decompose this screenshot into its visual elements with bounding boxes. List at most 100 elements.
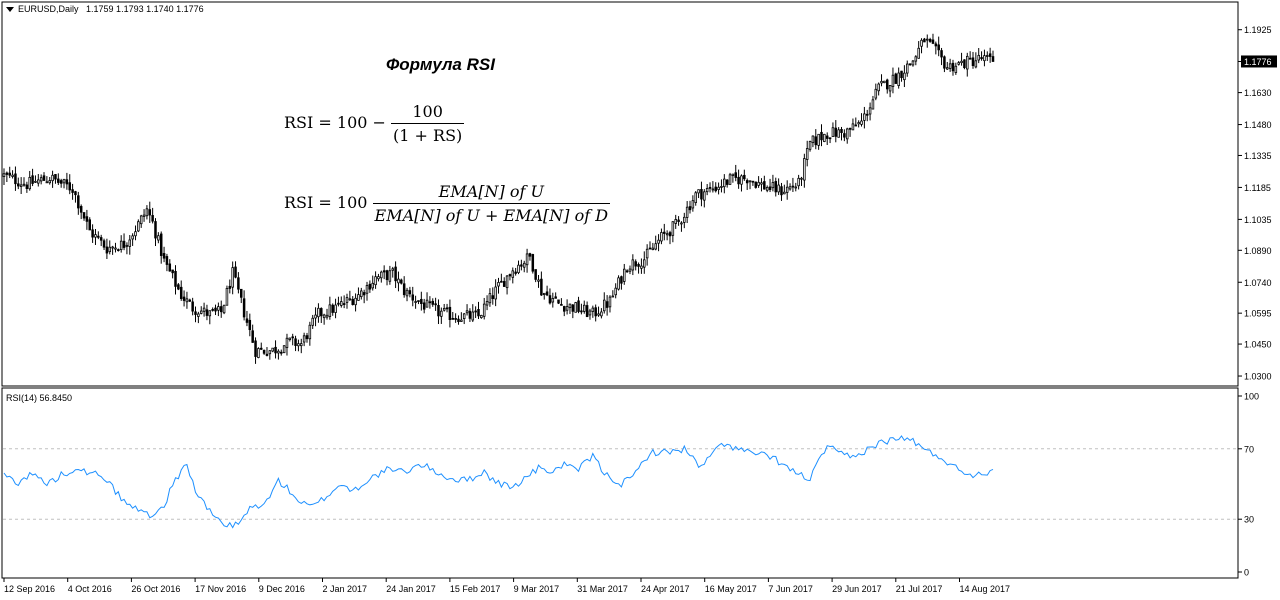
candle-body-down	[182, 296, 186, 301]
current-price-tag	[1241, 55, 1277, 68]
candle-body-up	[740, 175, 743, 185]
candle	[137, 219, 140, 233]
candle-body-up	[302, 335, 306, 343]
candle	[845, 127, 849, 144]
candle-body-up	[494, 286, 497, 300]
candle-body-up	[643, 259, 646, 268]
candle-body-up	[380, 271, 383, 279]
candle	[960, 52, 963, 66]
candle	[943, 55, 946, 73]
candle-body-down	[562, 306, 566, 312]
candle	[451, 312, 455, 320]
candle-body-down	[394, 266, 397, 282]
price-panel-border	[1, 1, 1239, 387]
candle-body-up	[471, 311, 475, 321]
candle	[923, 37, 926, 43]
candle	[188, 298, 192, 302]
candle-body-up	[202, 307, 206, 312]
candle-body-up	[308, 324, 312, 340]
candle-body-down	[57, 178, 60, 183]
candle-body-down	[362, 292, 366, 296]
candle-body-up	[37, 179, 40, 184]
candle	[968, 51, 972, 60]
candle-body-down	[557, 299, 560, 304]
candle	[777, 178, 780, 195]
candle-body-down	[708, 186, 712, 189]
candle	[274, 340, 277, 359]
candle	[940, 47, 943, 66]
candle	[980, 51, 983, 61]
candle-body-down	[42, 175, 46, 181]
chart-header: EURUSD,Daily 1.1759 1.1793 1.1740 1.1776	[18, 4, 204, 14]
price-tick-label: 1.0450	[1244, 340, 1272, 350]
candle-body-up	[660, 232, 663, 242]
candle	[946, 61, 949, 70]
candle	[54, 174, 57, 184]
candle	[977, 48, 980, 64]
candle	[320, 307, 323, 323]
candle	[245, 310, 249, 327]
candle	[608, 295, 612, 313]
candle	[785, 180, 789, 200]
candle	[254, 337, 257, 364]
candle-body-up	[645, 248, 649, 259]
candle-body-up	[360, 290, 363, 298]
candle-body-up	[480, 315, 483, 319]
candle	[540, 271, 543, 296]
candle-body-up	[603, 299, 606, 312]
candle	[305, 332, 309, 343]
candle-body-down	[885, 79, 889, 90]
candle	[139, 214, 143, 228]
candle	[568, 303, 572, 314]
candle	[68, 174, 71, 195]
candle-body-up	[614, 287, 617, 296]
candle-body-up	[657, 239, 660, 244]
candle	[903, 65, 906, 88]
candle	[77, 191, 80, 215]
candle-body-down	[242, 298, 246, 318]
candle-body-up	[671, 221, 675, 236]
triangle-down-icon[interactable]	[6, 7, 14, 12]
candle	[520, 259, 523, 271]
candle-body-up	[966, 55, 969, 70]
time-tick-label: 29 Jun 2017	[832, 584, 882, 594]
candle	[348, 290, 352, 301]
candle-body-up	[877, 83, 880, 92]
candle-body-up	[257, 348, 260, 358]
candle-body-up	[568, 303, 572, 309]
candle-body-up	[137, 221, 140, 232]
rsi-tick-label: 100	[1244, 392, 1259, 402]
candle-body-down	[274, 346, 277, 354]
candle	[37, 174, 40, 187]
candle-body-up	[703, 191, 706, 201]
candle	[811, 135, 815, 148]
candle	[794, 182, 798, 192]
candle	[428, 296, 432, 309]
candle-body-up	[897, 72, 900, 86]
rsi-panel-frame	[1, 387, 1239, 579]
candle-body-up	[863, 113, 866, 121]
candle-body-down	[445, 307, 449, 310]
candle-body-up	[565, 306, 569, 311]
candle	[445, 303, 449, 313]
candle	[894, 72, 898, 84]
candle-body-down	[117, 249, 120, 251]
candle	[25, 181, 29, 193]
candle	[565, 299, 569, 315]
candle-body-down	[528, 253, 532, 257]
candle	[57, 173, 60, 185]
candle-body-up	[317, 307, 320, 318]
candle	[302, 332, 306, 347]
candle	[954, 62, 958, 75]
candle-body-down	[725, 179, 729, 185]
candle-body-down	[105, 246, 109, 254]
candle	[485, 295, 489, 311]
candle-body-up	[805, 148, 809, 160]
candle	[888, 84, 892, 98]
candle	[154, 218, 157, 247]
candle-body-down	[368, 283, 372, 290]
candle-body-up	[582, 304, 586, 312]
candle-body-up	[348, 298, 352, 301]
time-axis: 12 Sep 2016 4 Oct 2016 26 Oct 2016 17 Nov 2…	[3, 578, 1010, 594]
candle-body-up	[860, 120, 863, 125]
